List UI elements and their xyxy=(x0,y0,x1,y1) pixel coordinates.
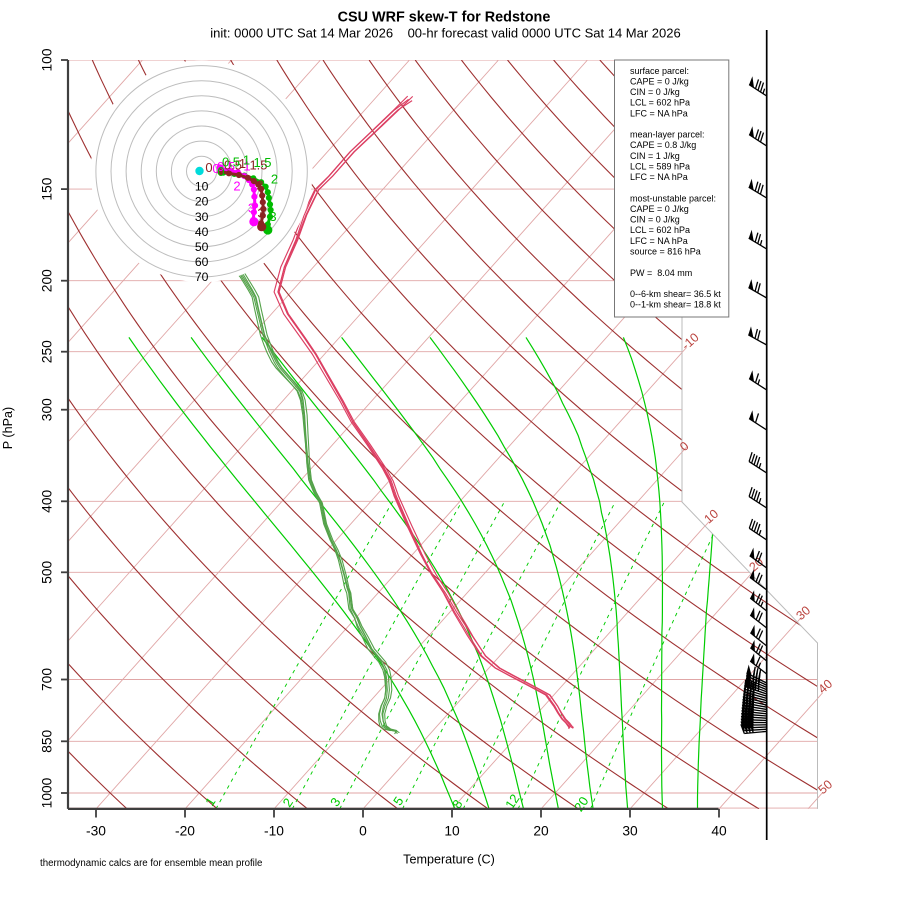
svg-text:250: 250 xyxy=(40,340,55,363)
svg-text:20: 20 xyxy=(195,195,209,209)
svg-text:0.5: 0.5 xyxy=(224,158,242,173)
svg-text:50: 50 xyxy=(195,240,209,254)
svg-text:-30: -30 xyxy=(86,824,106,839)
svg-text:LCL = 602 hPa: LCL = 602 hPa xyxy=(630,98,690,108)
svg-text:LCL = 589 hPa: LCL = 589 hPa xyxy=(630,162,690,172)
svg-text:-10: -10 xyxy=(264,824,284,839)
svg-text:700: 700 xyxy=(40,668,55,691)
svg-text:2: 2 xyxy=(256,178,263,193)
svg-text:0: 0 xyxy=(217,164,224,179)
svg-text:40: 40 xyxy=(195,225,209,239)
svg-text:3: 3 xyxy=(257,206,264,221)
svg-text:150: 150 xyxy=(40,177,55,200)
svg-text:0: 0 xyxy=(205,160,212,175)
svg-text:300: 300 xyxy=(40,398,55,421)
svg-text:850: 850 xyxy=(40,729,55,752)
svg-text:mean-layer parcel:: mean-layer parcel: xyxy=(630,130,705,140)
svg-text:1: 1 xyxy=(243,159,250,174)
svg-text:0.5: 0.5 xyxy=(222,155,240,170)
svg-text:-20: -20 xyxy=(175,824,195,839)
svg-text:10: 10 xyxy=(444,824,460,839)
svg-text:most-unstable parcel:: most-unstable parcel: xyxy=(630,193,716,203)
svg-text:500: 500 xyxy=(40,560,55,583)
svg-text:0: 0 xyxy=(359,824,367,839)
svg-text:30: 30 xyxy=(622,824,638,839)
svg-text:1: 1 xyxy=(243,153,250,168)
svg-text:CAPE = 0 J/kg: CAPE = 0 J/kg xyxy=(630,76,689,86)
svg-text:init: 0000 UTC Sat 14 Mar 2026: init: 0000 UTC Sat 14 Mar 2026 00-hr for… xyxy=(210,26,680,41)
svg-text:0--1-km shear= 18.8 kt: 0--1-km shear= 18.8 kt xyxy=(630,300,721,310)
svg-text:0: 0 xyxy=(212,161,219,176)
svg-text:LFC = NA hPa: LFC = NA hPa xyxy=(630,172,688,182)
svg-text:40: 40 xyxy=(711,824,727,839)
svg-text:3: 3 xyxy=(269,209,276,224)
svg-text:2: 2 xyxy=(271,172,278,187)
svg-text:30: 30 xyxy=(195,210,209,224)
svg-text:0.5: 0.5 xyxy=(217,159,235,174)
svg-text:2: 2 xyxy=(233,179,240,194)
svg-text:70: 70 xyxy=(195,270,209,284)
svg-text:surface parcel:: surface parcel: xyxy=(630,66,689,76)
svg-text:400: 400 xyxy=(40,489,55,512)
svg-text:LFC = NA hPa: LFC = NA hPa xyxy=(630,236,688,246)
svg-text:CAPE = 0.8 J/kg: CAPE = 0.8 J/kg xyxy=(630,140,696,150)
svg-text:1.5: 1.5 xyxy=(253,155,271,170)
svg-text:0--6-km shear= 36.5 kt: 0--6-km shear= 36.5 kt xyxy=(630,289,721,299)
svg-text:PW = 8.04 mm: PW = 8.04 mm xyxy=(630,268,692,278)
svg-text:10: 10 xyxy=(195,180,209,194)
svg-text:thermodynamic calcs are for en: thermodynamic calcs are for ensemble mea… xyxy=(40,858,262,869)
svg-text:3: 3 xyxy=(248,201,255,216)
svg-text:12: 12 xyxy=(502,791,523,811)
svg-text:20: 20 xyxy=(533,824,549,839)
svg-text:100: 100 xyxy=(40,48,55,71)
svg-text:200: 200 xyxy=(40,269,55,292)
svg-text:P (hPa): P (hPa) xyxy=(1,407,15,449)
svg-text:CIN = 0 J/kg: CIN = 0 J/kg xyxy=(630,215,680,225)
svg-text:1: 1 xyxy=(239,156,246,171)
svg-text:source = 816 hPa: source = 816 hPa xyxy=(630,247,701,257)
svg-text:LFC = NA hPa: LFC = NA hPa xyxy=(630,108,688,118)
svg-text:CIN = 1 J/kg: CIN = 1 J/kg xyxy=(630,151,680,161)
svg-text:1.5: 1.5 xyxy=(249,158,267,173)
svg-text:CIN = 0 J/kg: CIN = 0 J/kg xyxy=(630,87,680,97)
svg-text:LCL = 602 hPa: LCL = 602 hPa xyxy=(630,225,690,235)
svg-text:1000: 1000 xyxy=(40,777,55,808)
svg-text:CSU WRF skew-T for Redstone: CSU WRF skew-T for Redstone xyxy=(338,10,551,26)
svg-text:CAPE = 0 J/kg: CAPE = 0 J/kg xyxy=(630,204,689,214)
svg-text:60: 60 xyxy=(195,255,209,269)
svg-text:Temperature (C): Temperature (C) xyxy=(403,853,495,867)
